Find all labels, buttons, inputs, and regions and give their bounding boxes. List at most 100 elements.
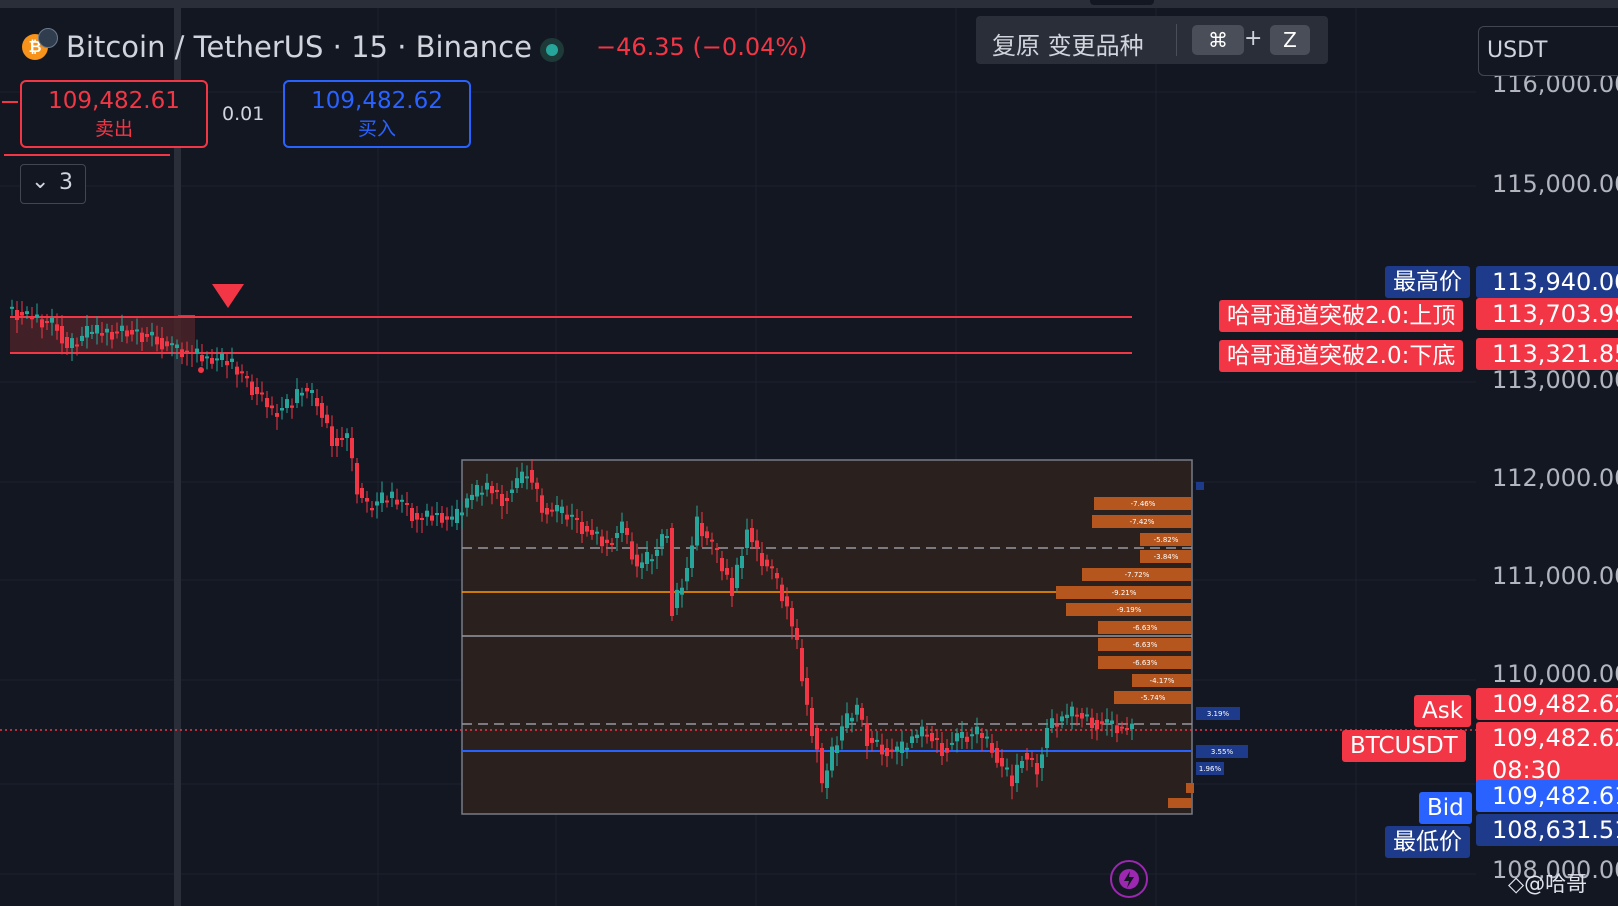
candle bbox=[400, 499, 404, 502]
candle bbox=[430, 515, 434, 521]
volume-profile-bar bbox=[1094, 497, 1192, 510]
candle bbox=[635, 554, 639, 567]
candle bbox=[225, 361, 229, 366]
candle bbox=[1075, 714, 1079, 717]
candle bbox=[435, 513, 439, 515]
price-chart[interactable]: -7.46% -7.42% -5.82% -3.84% -7.72% -9.21% -9.1… bbox=[0, 8, 1476, 906]
candle bbox=[80, 335, 84, 341]
sell-signal-icon bbox=[212, 284, 244, 308]
candle bbox=[965, 736, 969, 742]
candle bbox=[175, 344, 179, 348]
candle bbox=[680, 587, 684, 595]
lightning-icon[interactable] bbox=[1110, 860, 1148, 898]
candle bbox=[10, 306, 14, 309]
candle bbox=[315, 398, 319, 407]
undo-symbol-change-label[interactable]: 复原 变更品种 bbox=[992, 32, 1144, 60]
volume-profile-label: 3.55% bbox=[1211, 748, 1234, 756]
volume-profile-bar bbox=[1082, 568, 1192, 581]
candle bbox=[475, 485, 479, 497]
price-scale[interactable]: 116,000.00 115,000.00 113,000.00 112,000… bbox=[1476, 8, 1618, 906]
candle bbox=[670, 528, 674, 616]
volume-profile-bar bbox=[1056, 586, 1192, 599]
candle bbox=[205, 356, 209, 359]
channel-upper-value: 113,703.99 bbox=[1476, 298, 1618, 330]
candle bbox=[385, 500, 389, 503]
candle bbox=[1120, 726, 1124, 729]
candle bbox=[180, 349, 184, 358]
candle bbox=[890, 749, 894, 752]
last-price-value: 109,482.62 08:30 bbox=[1476, 722, 1618, 786]
sell-price: 109,482.61 bbox=[48, 88, 180, 114]
undo-toast[interactable]: 复原 变更品种 ⌘ + Z bbox=[976, 16, 1328, 64]
low-price-label: 最低价 bbox=[1385, 826, 1470, 858]
volume-profile-label: -9.21% bbox=[1112, 589, 1137, 597]
candle bbox=[540, 495, 544, 513]
candle bbox=[735, 564, 739, 588]
candle bbox=[415, 513, 419, 520]
candle bbox=[425, 510, 429, 517]
candle bbox=[780, 584, 784, 602]
candle bbox=[870, 738, 874, 743]
volume-profile-bar bbox=[1132, 674, 1192, 687]
candle bbox=[765, 559, 769, 567]
candle bbox=[1080, 713, 1084, 719]
candle bbox=[35, 314, 39, 318]
indicator-count: 3 bbox=[59, 170, 73, 195]
candle bbox=[220, 353, 224, 360]
window-drag-handle[interactable] bbox=[1090, 0, 1154, 5]
candle bbox=[390, 491, 394, 498]
candle bbox=[105, 328, 109, 333]
spread-value: 0.01 bbox=[222, 103, 265, 125]
price-tick: 112,000.00 bbox=[1492, 464, 1618, 492]
volume-profile-label: 3.19% bbox=[1207, 710, 1230, 718]
volume-profile-label: -5.74% bbox=[1141, 694, 1166, 702]
candle bbox=[395, 499, 399, 505]
volume-profile-bar bbox=[1196, 745, 1248, 758]
candle bbox=[95, 325, 99, 334]
candle bbox=[955, 733, 959, 742]
currency-selector[interactable]: USDT bbox=[1478, 26, 1618, 76]
candle bbox=[1035, 763, 1039, 775]
candle bbox=[800, 648, 804, 682]
candle bbox=[970, 734, 974, 737]
candle bbox=[45, 321, 49, 323]
buy-button[interactable]: 109,482.62 买入 bbox=[283, 80, 471, 148]
candle bbox=[560, 506, 564, 513]
candle bbox=[280, 408, 284, 411]
candle bbox=[305, 388, 309, 392]
volume-profile-label: -7.42% bbox=[1130, 518, 1155, 526]
volume-profile-label: -7.46% bbox=[1131, 500, 1156, 508]
candle bbox=[995, 748, 999, 763]
market-status-icon[interactable] bbox=[540, 38, 564, 62]
volume-profile-label: -6.63% bbox=[1133, 659, 1158, 667]
chart-pane[interactable]: -7.46% -7.42% -5.82% -3.84% -7.72% -9.21% -9.1… bbox=[0, 8, 1476, 906]
candle bbox=[950, 742, 954, 745]
candle bbox=[810, 708, 814, 736]
candle bbox=[65, 337, 69, 348]
candle bbox=[935, 738, 939, 740]
candle bbox=[515, 478, 519, 488]
candle bbox=[665, 536, 669, 538]
candle bbox=[835, 745, 839, 753]
candle bbox=[600, 536, 604, 547]
sell-button[interactable]: 109,482.61 卖出 bbox=[20, 80, 208, 148]
candle bbox=[130, 330, 134, 335]
channel-lower-value: 113,321.85 bbox=[1476, 338, 1618, 370]
high-price-label: 最高价 bbox=[1385, 266, 1470, 298]
volume-profile-bar bbox=[1196, 707, 1240, 720]
candle bbox=[1000, 758, 1004, 767]
buy-label: 买入 bbox=[357, 118, 396, 140]
candle bbox=[335, 438, 339, 446]
symbol-title[interactable]: Bitcoin / TetherUS · 15 · Binance bbox=[66, 30, 532, 64]
candle bbox=[195, 348, 199, 354]
indicators-toggle-button[interactable]: ⌄ 3 bbox=[20, 164, 86, 204]
candle bbox=[675, 589, 679, 608]
signal-dot bbox=[198, 367, 204, 373]
candle bbox=[440, 513, 444, 523]
candle bbox=[495, 490, 499, 492]
candle bbox=[900, 741, 904, 753]
candle bbox=[640, 562, 644, 568]
candle bbox=[215, 358, 219, 361]
candle bbox=[1085, 714, 1089, 717]
candle bbox=[300, 392, 304, 396]
